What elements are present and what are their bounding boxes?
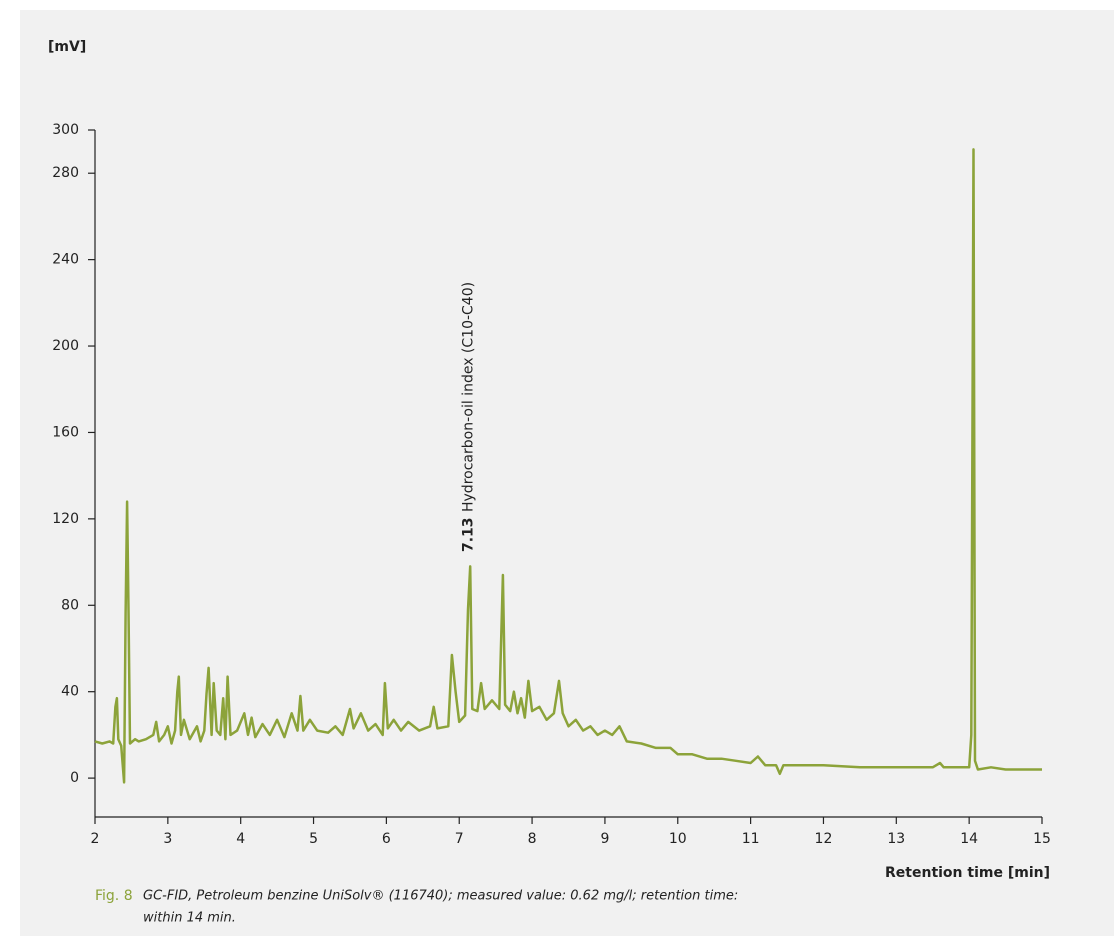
x-tick-label: 6 [382, 831, 391, 847]
annotation-value: 7.13 [461, 517, 477, 552]
y-tick-label: 240 [52, 252, 79, 268]
panel [20, 10, 1114, 936]
x-tick-label: 4 [236, 831, 245, 847]
x-tick-label: 8 [528, 831, 537, 847]
y-tick-label: 300 [52, 122, 79, 138]
annotation-text: Hydrocarbon-oil index (C10-C40) [461, 282, 477, 512]
x-tick-label: 10 [669, 831, 687, 847]
y-tick-label: 200 [52, 338, 79, 354]
data-line [94, 148, 1042, 784]
caption-label: Fig. 8 [95, 888, 133, 904]
y-tick-label: 160 [52, 424, 79, 440]
y-tick-label: 280 [52, 165, 79, 181]
x-tick-label: 5 [309, 831, 318, 847]
x-tick-label: 7 [455, 831, 464, 847]
x-tick-label: 9 [600, 831, 609, 847]
y-axis-label: [mV] [48, 39, 86, 55]
x-tick-label: 2 [91, 831, 100, 847]
x-tick-label: 3 [163, 831, 172, 847]
x-tick-label: 15 [1033, 831, 1051, 847]
x-tick-label: 11 [742, 831, 760, 847]
x-tick-label: 14 [960, 831, 978, 847]
y-tick-label: 0 [70, 770, 79, 786]
y-tick-label: 80 [61, 597, 79, 613]
y-tick-label: 40 [61, 684, 79, 700]
caption-line: GC-FID, Petroleum benzine UniSolv® (1167… [143, 889, 738, 904]
x-tick-label: 12 [815, 831, 833, 847]
x-tick-label: 13 [887, 831, 905, 847]
caption-line: within 14 min. [143, 911, 236, 926]
y-tick-label: 120 [52, 511, 79, 527]
x-axis-label: Retention time [min] [885, 865, 1050, 881]
